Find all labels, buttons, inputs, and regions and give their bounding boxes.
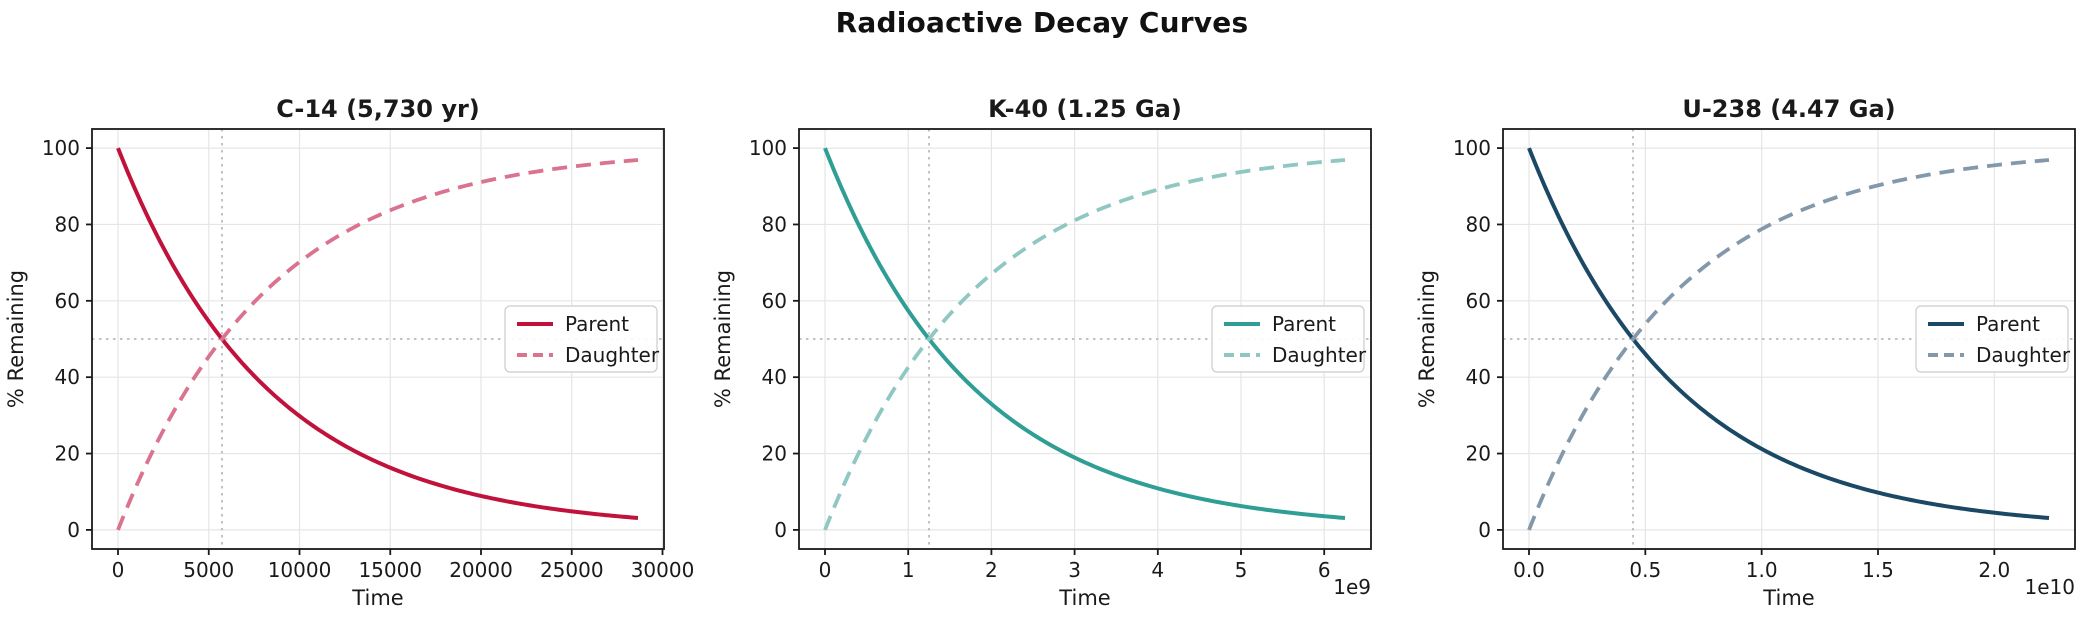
daughter-curve bbox=[823, 158, 1346, 531]
y-tick-label: 80 bbox=[1466, 212, 1491, 236]
x-tick-label: 10000 bbox=[268, 558, 332, 582]
x-tick-label: 25000 bbox=[540, 558, 604, 582]
x-tick-label: 20000 bbox=[449, 558, 513, 582]
y-tick-label: 40 bbox=[762, 365, 787, 389]
x-tick-label: 0 bbox=[819, 558, 832, 582]
legend-daughter-label: Daughter bbox=[1272, 343, 1367, 367]
y-tick-label: 60 bbox=[1466, 289, 1491, 313]
legend-parent-label: Parent bbox=[1976, 312, 2040, 336]
subplot-title: K-40 (1.25 Ga) bbox=[988, 95, 1182, 123]
y-tick-label: 0 bbox=[67, 518, 80, 542]
x-tick-label: 0.5 bbox=[1629, 558, 1661, 582]
legend-parent-label: Parent bbox=[1272, 312, 1336, 336]
x-tick-label: 0 bbox=[112, 558, 125, 582]
gridlines bbox=[1503, 129, 2075, 549]
y-tick-label: 80 bbox=[762, 212, 787, 236]
y-tick-label: 100 bbox=[42, 136, 80, 160]
legend-daughter-label: Daughter bbox=[565, 343, 660, 367]
parent-curve bbox=[1527, 147, 2050, 520]
y-axis-label: % Remaining bbox=[1415, 270, 1439, 408]
daughter-curve bbox=[1527, 158, 2050, 531]
subplot-title: C-14 (5,730 yr) bbox=[276, 95, 480, 123]
legend-daughter-label: Daughter bbox=[1976, 343, 2071, 367]
legend-parent-label: Parent bbox=[565, 312, 629, 336]
x-tick-label: 30000 bbox=[631, 558, 695, 582]
legend: Parent Daughter bbox=[504, 305, 660, 373]
x-tick-label: 3 bbox=[1068, 558, 1081, 582]
daughter-curve bbox=[116, 158, 639, 531]
x-tick-label: 4 bbox=[1151, 558, 1164, 582]
legend: Parent Daughter bbox=[1915, 305, 2071, 373]
x-axis-offset-label: 1e10 bbox=[2025, 575, 2075, 599]
axes-spines bbox=[91, 128, 665, 550]
y-tick-label: 100 bbox=[1453, 136, 1491, 160]
x-tick-label: 0.0 bbox=[1513, 558, 1545, 582]
x-axis-label: Time bbox=[351, 586, 403, 610]
x-axis-label: Time bbox=[1762, 586, 1814, 610]
tick-marks bbox=[86, 147, 664, 555]
y-axis-label: % Remaining bbox=[4, 270, 28, 408]
x-tick-label: 6 bbox=[1318, 558, 1331, 582]
tick-marks bbox=[1497, 147, 1996, 555]
tick-marks bbox=[793, 147, 1326, 555]
y-tick-label: 80 bbox=[55, 212, 80, 236]
y-tick-label: 20 bbox=[55, 442, 80, 466]
x-tick-label: 1.5 bbox=[1862, 558, 1894, 582]
y-tick-label: 0 bbox=[774, 518, 787, 542]
y-tick-label: 20 bbox=[762, 442, 787, 466]
axes-spines bbox=[798, 128, 1372, 550]
parent-curve bbox=[116, 147, 639, 520]
x-tick-label: 15000 bbox=[358, 558, 422, 582]
x-tick-label: 2.0 bbox=[1978, 558, 2010, 582]
parent-curve bbox=[823, 147, 1346, 520]
legend: Parent Daughter bbox=[1211, 305, 1367, 373]
y-tick-label: 0 bbox=[1478, 518, 1491, 542]
y-tick-label: 100 bbox=[749, 136, 787, 160]
subplot-u238: 0.0 0.5 1.0 1.5 2.0 0 20 40 60 80 100 Time % Remaini… bbox=[1415, 95, 2076, 610]
figure-title: Radioactive Decay Curves bbox=[835, 6, 1249, 39]
subplot-c14: 0 5000 10000 15000 20000 25000 30000 0 20 40 60 80 1… bbox=[4, 95, 694, 610]
y-tick-label: 40 bbox=[1466, 365, 1491, 389]
y-tick-label: 60 bbox=[762, 289, 787, 313]
x-tick-label: 2 bbox=[985, 558, 998, 582]
x-axis-offset-label: 1e9 bbox=[1333, 575, 1371, 599]
y-tick-label: 40 bbox=[55, 365, 80, 389]
x-tick-label: 1.0 bbox=[1746, 558, 1778, 582]
y-tick-label: 20 bbox=[1466, 442, 1491, 466]
x-axis-label: Time bbox=[1058, 586, 1110, 610]
x-tick-label: 5000 bbox=[183, 558, 234, 582]
axes-spines bbox=[1502, 128, 2076, 550]
x-tick-label: 1 bbox=[902, 558, 915, 582]
y-axis-label: % Remaining bbox=[711, 270, 735, 408]
y-tick-label: 60 bbox=[55, 289, 80, 313]
x-tick-label: 5 bbox=[1235, 558, 1248, 582]
subplot-title: U-238 (4.47 Ga) bbox=[1682, 95, 1895, 123]
